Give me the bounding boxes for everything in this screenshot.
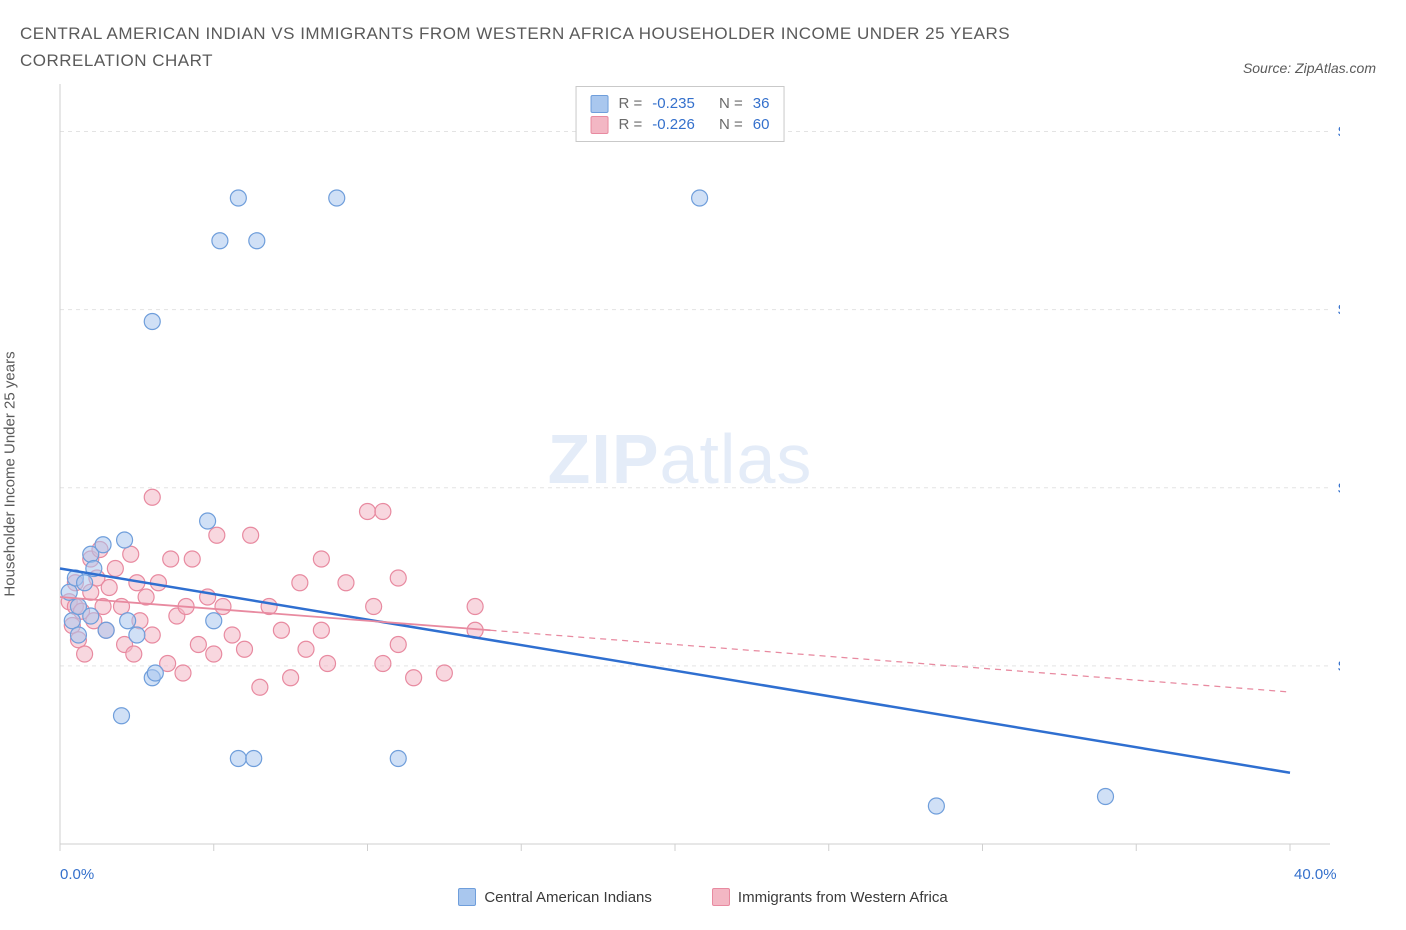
correlation-legend: R = -0.235 N = 36 R = -0.226 N = 60 xyxy=(576,86,785,142)
legend-swatch-2 xyxy=(591,116,609,134)
legend-n-label: N = xyxy=(719,93,743,114)
legend-r-value-2: -0.226 xyxy=(652,114,695,135)
chart-svg: $37,500 $75,000 $112,500 $150,000 xyxy=(20,84,1340,864)
legend-row-series-2: R = -0.226 N = 60 xyxy=(591,114,770,135)
chart-title: CENTRAL AMERICAN INDIAN VS IMMIGRANTS FR… xyxy=(20,20,1120,74)
legend-n-label: N = xyxy=(719,114,743,135)
x-axis-labels: 0.0% 40.0% xyxy=(20,864,1386,888)
source-label: Source: ZipAtlas.com xyxy=(1243,60,1376,76)
legend-r-value-1: -0.235 xyxy=(652,93,695,114)
legend-item-1: Central American Indians xyxy=(458,888,652,906)
legend-n-value-1: 36 xyxy=(753,93,770,114)
legend-item-2: Immigrants from Western Africa xyxy=(712,888,948,906)
x-label-max: 40.0% xyxy=(1294,866,1337,883)
y-axis-label: Householder Income Under 25 years xyxy=(2,352,19,597)
plot-area: Householder Income Under 25 years ZIPatl… xyxy=(20,84,1340,864)
correlation-chart: CENTRAL AMERICAN INDIAN VS IMMIGRANTS FR… xyxy=(20,20,1386,906)
legend-r-label: R = xyxy=(619,93,643,114)
legend-row-series-1: R = -0.235 N = 36 xyxy=(591,93,770,114)
legend-swatch-bottom-2 xyxy=(712,888,730,906)
legend-r-label: R = xyxy=(619,114,643,135)
legend-label-1: Central American Indians xyxy=(484,889,652,906)
svg-text:$75,000: $75,000 xyxy=(1338,480,1340,497)
legend-swatch-1 xyxy=(591,95,609,113)
svg-text:$150,000: $150,000 xyxy=(1338,124,1340,141)
legend-swatch-bottom-1 xyxy=(458,888,476,906)
svg-text:$112,500: $112,500 xyxy=(1338,302,1340,319)
legend-n-value-2: 60 xyxy=(753,114,770,135)
x-label-min: 0.0% xyxy=(60,866,94,883)
legend-label-2: Immigrants from Western Africa xyxy=(738,889,948,906)
svg-text:$37,500: $37,500 xyxy=(1338,658,1340,675)
series-legend: Central American Indians Immigrants from… xyxy=(20,888,1386,906)
